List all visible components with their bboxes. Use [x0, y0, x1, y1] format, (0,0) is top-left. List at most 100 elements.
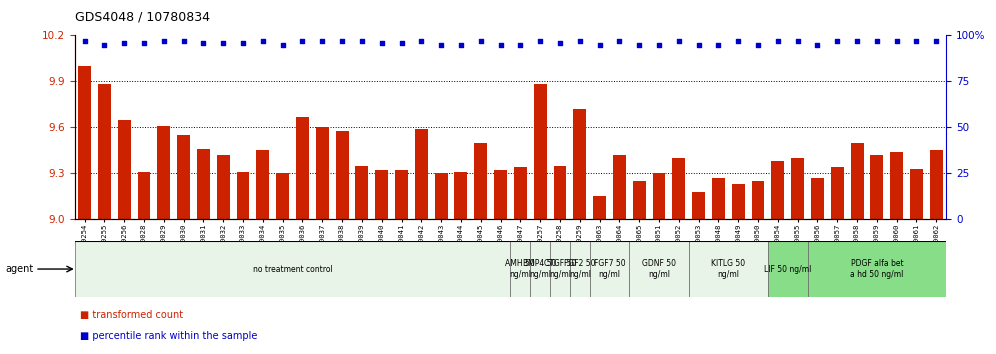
- Bar: [434, 173, 447, 219]
- Bar: [137, 172, 150, 219]
- Bar: [494, 170, 507, 219]
- Point: [493, 42, 509, 47]
- Point: [315, 38, 331, 44]
- Point: [334, 38, 350, 44]
- Bar: [791, 158, 804, 219]
- Bar: [118, 120, 130, 219]
- Point: [97, 42, 113, 47]
- Bar: [910, 169, 923, 219]
- Point: [473, 38, 489, 44]
- Point: [869, 38, 884, 44]
- Bar: [851, 143, 864, 219]
- Bar: [808, 241, 946, 297]
- Bar: [554, 166, 567, 219]
- Point: [195, 40, 211, 46]
- Point: [850, 38, 866, 44]
- Bar: [98, 85, 111, 219]
- Bar: [772, 161, 784, 219]
- Bar: [197, 149, 210, 219]
- Bar: [177, 135, 190, 219]
- Point: [671, 38, 687, 44]
- Bar: [157, 126, 170, 219]
- Point: [928, 38, 944, 44]
- Point: [770, 38, 786, 44]
- Point: [295, 38, 311, 44]
- Text: LIF 50 ng/ml: LIF 50 ng/ml: [764, 264, 812, 274]
- Text: GDNF 50
ng/ml: GDNF 50 ng/ml: [642, 259, 676, 279]
- Point: [117, 40, 132, 46]
- Point: [612, 38, 627, 44]
- Bar: [672, 158, 685, 219]
- Point: [255, 38, 271, 44]
- Point: [453, 42, 469, 47]
- Point: [77, 38, 93, 44]
- Bar: [78, 66, 91, 219]
- Point: [532, 38, 548, 44]
- Text: FGF7 50
ng/ml: FGF7 50 ng/ml: [594, 259, 625, 279]
- Point: [512, 42, 528, 47]
- Point: [631, 42, 647, 47]
- Bar: [613, 155, 625, 219]
- Bar: [395, 170, 408, 219]
- Bar: [454, 172, 467, 219]
- Point: [690, 42, 706, 47]
- Text: CTGF 50
ng/ml: CTGF 50 ng/ml: [544, 259, 576, 279]
- Text: KITLG 50
ng/ml: KITLG 50 ng/ml: [711, 259, 745, 279]
- Bar: [415, 129, 427, 219]
- Point: [710, 42, 726, 47]
- Point: [651, 42, 667, 47]
- Point: [433, 42, 449, 47]
- Bar: [632, 181, 645, 219]
- Bar: [550, 241, 570, 297]
- Bar: [752, 181, 765, 219]
- Bar: [768, 241, 808, 297]
- Bar: [375, 170, 388, 219]
- Point: [374, 40, 389, 46]
- Text: PDGF alfa bet
a hd 50 ng/ml: PDGF alfa bet a hd 50 ng/ml: [851, 259, 903, 279]
- Bar: [831, 167, 844, 219]
- Bar: [811, 178, 824, 219]
- Point: [552, 40, 568, 46]
- Bar: [930, 150, 943, 219]
- Point: [393, 40, 409, 46]
- Point: [790, 38, 806, 44]
- Bar: [574, 109, 587, 219]
- Point: [136, 40, 152, 46]
- Point: [275, 42, 291, 47]
- Bar: [316, 127, 329, 219]
- Point: [908, 38, 924, 44]
- Point: [830, 38, 846, 44]
- Bar: [871, 155, 883, 219]
- Text: GDS4048 / 10780834: GDS4048 / 10780834: [75, 11, 210, 24]
- Point: [888, 38, 904, 44]
- Bar: [629, 241, 688, 297]
- Bar: [514, 167, 527, 219]
- Point: [215, 40, 231, 46]
- Point: [413, 38, 429, 44]
- Bar: [256, 150, 269, 219]
- Bar: [534, 85, 547, 219]
- Text: FGF2 50
ng/ml: FGF2 50 ng/ml: [564, 259, 596, 279]
- Bar: [688, 241, 768, 297]
- Text: no treatment control: no treatment control: [253, 264, 333, 274]
- Point: [354, 38, 370, 44]
- Bar: [336, 131, 349, 219]
- Bar: [237, 172, 249, 219]
- Bar: [652, 173, 665, 219]
- Point: [730, 38, 746, 44]
- Point: [155, 38, 171, 44]
- Bar: [692, 192, 705, 219]
- Bar: [732, 184, 745, 219]
- Text: BMP4 50
ng/ml: BMP4 50 ng/ml: [524, 259, 557, 279]
- Bar: [217, 155, 230, 219]
- Point: [572, 38, 588, 44]
- Bar: [712, 178, 725, 219]
- Point: [235, 40, 251, 46]
- Point: [175, 38, 191, 44]
- Bar: [594, 196, 606, 219]
- Point: [750, 42, 766, 47]
- Text: ■ transformed count: ■ transformed count: [80, 310, 183, 320]
- Bar: [590, 241, 629, 297]
- Text: AMH 50
ng/ml: AMH 50 ng/ml: [506, 259, 535, 279]
- Bar: [530, 241, 550, 297]
